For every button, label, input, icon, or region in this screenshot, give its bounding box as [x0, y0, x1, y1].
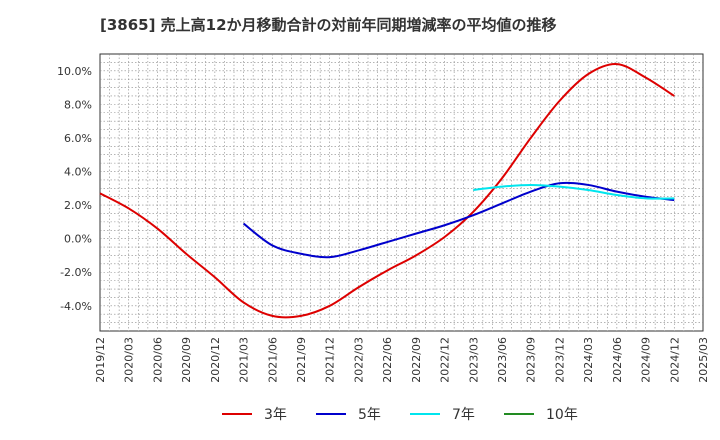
y-tick-label: 8.0% — [64, 98, 92, 111]
series-line-1 — [242, 181, 675, 259]
x-tick-label: 2024/12 — [668, 337, 681, 383]
x-tick-label: 2020/09 — [180, 337, 193, 383]
legend: 3年 5年 7年 10年 — [222, 407, 578, 423]
x-tick-label: 2022/06 — [381, 337, 394, 383]
y-tick-label: 4.0% — [64, 166, 92, 179]
y-tick-label: 2.0% — [64, 199, 92, 212]
y-axis: -4.0% -2.0% 0.0% 2.0% 4.0% 6.0% 8.0% 10.0% — [57, 65, 92, 313]
x-tick-label: 2022/03 — [352, 337, 365, 383]
series-line-2 — [473, 183, 675, 200]
x-tick-label: 2023/03 — [467, 337, 480, 383]
x-tick-label: 2021/03 — [238, 337, 251, 383]
x-tick-label: 2021/09 — [295, 337, 308, 383]
series-line-0 — [99, 63, 675, 319]
x-tick-label: 2024/09 — [640, 337, 653, 383]
plot-area — [99, 53, 704, 332]
legend-label-3: 10年 — [546, 407, 578, 423]
chart-title: [3865] 売上高12か月移動合計の対前年同期増減率の平均値の推移 — [100, 16, 557, 34]
x-tick-label: 2024/03 — [582, 337, 595, 383]
x-tick-label: 2020/06 — [151, 337, 164, 383]
x-tick-label: 2020/12 — [209, 337, 222, 383]
plot-frame — [99, 53, 704, 332]
x-axis: 2019/12 2020/03 2020/06 2020/09 2020/12 2021/… — [94, 337, 710, 383]
y-tick-label: 0.0% — [64, 233, 92, 246]
series-layer — [99, 63, 675, 319]
grid — [100, 54, 703, 331]
x-tick-label: 2021/12 — [324, 337, 337, 383]
legend-label-2: 7年 — [452, 407, 475, 423]
x-tick-label: 2023/12 — [553, 337, 566, 383]
x-tick-label: 2020/03 — [123, 337, 136, 383]
x-tick-label: 2022/09 — [410, 337, 423, 383]
legend-label-0: 3年 — [264, 407, 287, 423]
x-tick-label: 2023/09 — [525, 337, 538, 383]
x-tick-label: 2019/12 — [94, 337, 107, 383]
x-tick-label: 2022/12 — [439, 337, 452, 383]
y-tick-label: 10.0% — [57, 65, 92, 78]
y-tick-label: 6.0% — [64, 132, 92, 145]
y-tick-label: -2.0% — [60, 266, 92, 279]
x-tick-label: 2023/06 — [496, 337, 509, 383]
x-tick-label: 2021/06 — [266, 337, 279, 383]
x-tick-label: 2024/06 — [611, 337, 624, 383]
y-tick-label: -4.0% — [60, 300, 92, 313]
x-tick-label: 2025/03 — [697, 337, 710, 383]
legend-label-1: 5年 — [358, 407, 381, 423]
